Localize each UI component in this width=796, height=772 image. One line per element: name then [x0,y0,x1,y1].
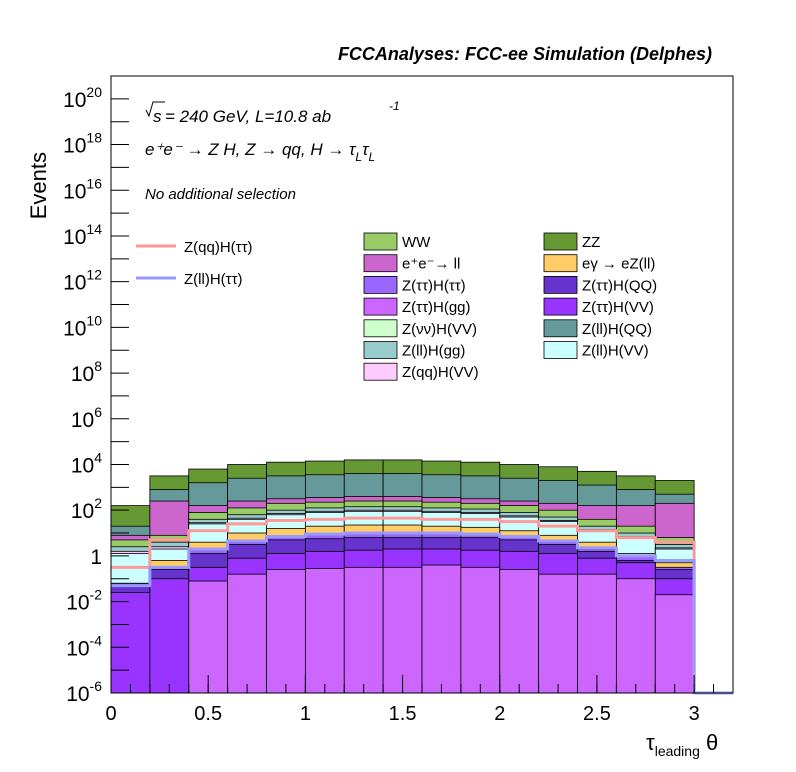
legend-swatch [363,297,398,316]
legend-label: Z(ll)H(VV) [582,343,649,360]
legend-label: Z(ττ)H(VV) [582,299,654,316]
axes: 0 0.5 1 1.5 2 2.5 3 10-6 10-4 10-2 1 102 104 106 108 10… [63,75,734,725]
selection-annotation: No additional selection [145,186,296,203]
legend-swatch [363,362,398,381]
x-tick-label: 2 [494,703,505,725]
bar-z-h-gg-bin-6 [343,566,384,694]
legend-swatch [543,341,578,359]
bar-z-h-gg-bin-7 [382,566,423,694]
y-tick-label: 1010 [63,312,102,340]
x-tick-label: 1.5 [389,703,417,725]
legend-label: WW [402,234,431,251]
legend-swatch [543,319,578,338]
legend-label: Z(ττ)H(QQ) [582,277,657,294]
overlay-lines [111,516,733,695]
legend-swatch [363,341,398,359]
legend-label: Z(ll)H(gg) [402,343,465,360]
process-annotation: e⁺e⁻ → Z H, Z → qq, H → τLτL [145,140,375,164]
stacked-bars [110,459,695,694]
legend-label: eγ → eZ(ll) [582,256,655,273]
x-tick-label: 0.5 [194,703,222,725]
bar-z-h-vv-bin-1 [149,578,190,694]
legend-swatch [543,232,578,251]
legend-label: Z(qq)H(ττ) [184,239,253,256]
bar-z-h-gg-bin-9 [460,566,501,694]
legend-label: e⁺e⁻→ ll [402,256,460,273]
legend-label: Z(ll)H(QQ) [582,321,652,338]
legend-label: Z(ll)H(ττ) [184,271,243,288]
x-tick-label: 2.5 [583,703,611,725]
bar-z-h-gg-bin-5 [304,568,345,694]
y-tick-label: 102 [71,495,102,523]
bar-z-h-gg-bin-11 [538,573,578,694]
x-axis-label: τleading θ [646,730,718,759]
y-tick-label: 106 [71,404,102,432]
y-tick-label: 1012 [63,267,102,295]
legend-swatch [363,275,398,294]
figure-title: FCCAnalyses: FCC-ee Simulation (Delphes) [338,44,712,64]
bar-z-h-gg-bin-14 [654,594,695,694]
legend-overlays: Z(qq)H(ττ) Z(ll)H(ττ) [136,239,253,288]
y-tick-label: 1 [90,546,102,569]
y-tick-label: 10-4 [66,632,102,660]
svg-text:= 240 GeV, L=10.8 ab: = 240 GeV, L=10.8 ab [165,107,331,126]
legend-label: Z(ττ)H(gg) [402,299,471,316]
y-tick-label: 108 [71,358,102,386]
svg-text:τleading θ: τleading θ [646,730,718,759]
legend-swatch [543,297,578,316]
legend-stack: WW ZZ e⁺e⁻→ ll eγ → eZ(ll) Z(ττ)H(ττ) Z(ττ)H(… [363,232,657,381]
y-tick-label: 1020 [63,84,102,112]
line-z-qq-h [111,516,733,695]
y-tick-label: 1018 [63,130,102,158]
svg-text:s: s [153,107,162,126]
energy-annotation: √s s = 240 GeV, L=10.8 ab -1 [145,99,400,126]
legend-label: Z(νν)H(VV) [402,321,477,338]
y-tick-label: 10-2 [66,587,102,615]
y-tick-label: 104 [71,449,102,477]
line-z-ll-h [111,531,733,695]
bar-z-h-gg-bin-2 [188,580,229,694]
bar-z-h-gg-bin-3 [227,573,267,694]
legend-swatch [543,275,578,294]
y-tick-label: 1014 [63,221,102,249]
y-axis-label: Events [26,152,51,219]
legend-swatch [543,254,578,273]
bar-z-h-gg-bin-10 [499,569,540,694]
svg-text:e⁺e⁻ → Z H, Z → qq, H → τLτL: e⁺e⁻ → Z H, Z → qq, H → τLτL [145,140,375,164]
y-tick-label: 10-6 [66,678,102,706]
x-tick-label: 1 [300,703,311,725]
svg-text:-1: -1 [389,99,400,113]
bar-z-h-gg-bin-13 [615,578,656,694]
legend-swatch [363,232,398,251]
bar-z-h-gg-bin-8 [421,564,462,694]
x-tick-label: 0 [105,703,116,725]
y-tick-label: 1016 [63,175,102,203]
bar-z-h-gg-bin-4 [266,569,306,694]
x-tick-label: 3 [689,703,700,725]
legend-label: Z(qq)H(VV) [402,364,479,381]
legend-label: ZZ [582,234,600,251]
bar-z-h-vv-bin-0 [110,592,151,694]
legend-swatch [363,254,398,273]
legend-label: Z(ττ)H(ττ) [402,277,466,294]
legend-swatch [363,319,398,338]
